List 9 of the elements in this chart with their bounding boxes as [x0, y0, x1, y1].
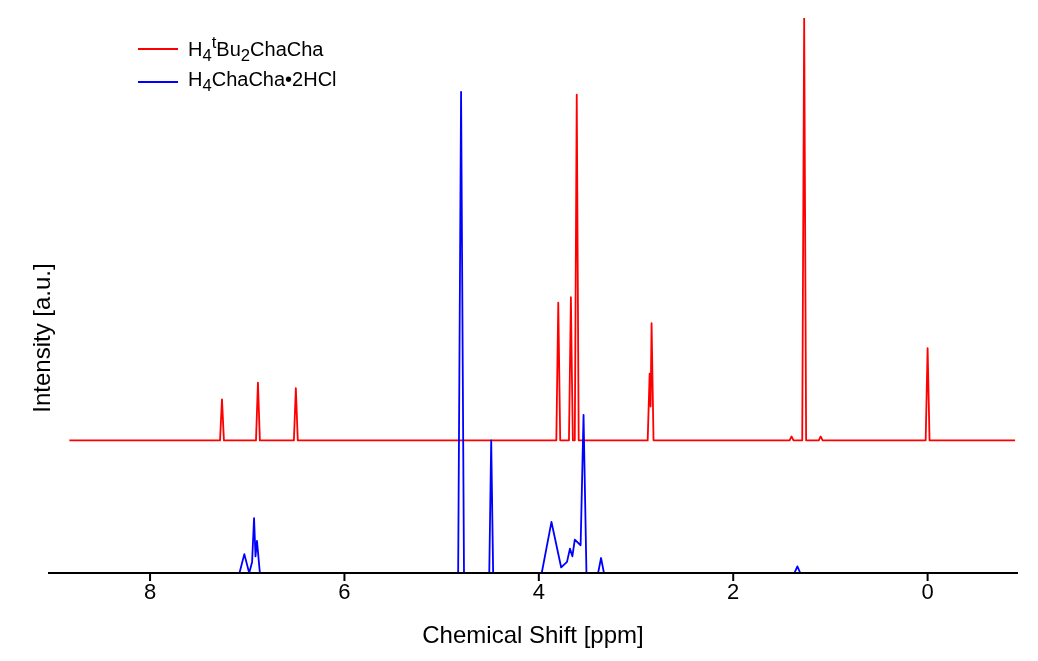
y-axis-title: Intensity [a.u.]	[28, 263, 55, 413]
x-axis-title: Chemical Shift [ppm]	[422, 621, 644, 648]
legend-label: H$_{4}$$^{t}$Bu$_{2}$ChaCha	[188, 33, 324, 66]
x-tick-label: 8	[143, 578, 157, 604]
x-tick-label: 4	[532, 578, 545, 604]
x-tick-label: 2	[727, 578, 740, 604]
legend-label: H$_{4}$ChaCha•2HCl	[188, 67, 337, 96]
x-tick-label: 0	[921, 578, 934, 604]
x-tick-label: 6	[338, 578, 351, 604]
